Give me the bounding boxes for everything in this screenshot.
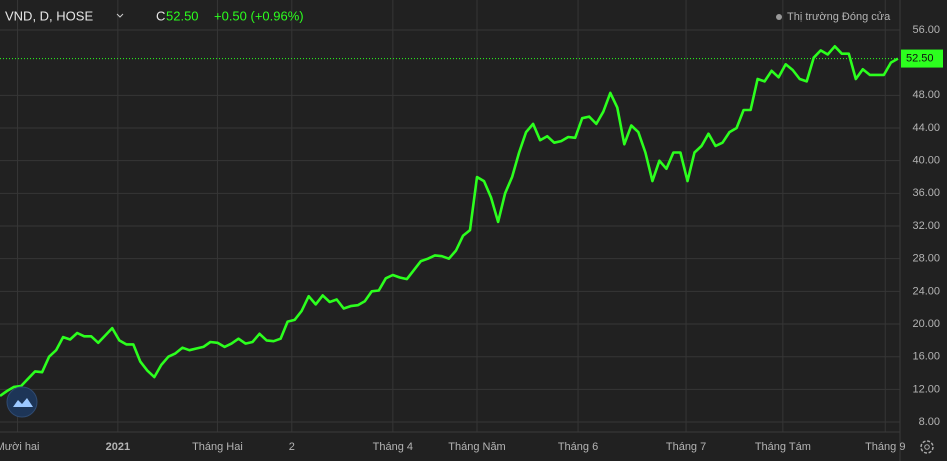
close-value: 52.50 — [166, 8, 199, 23]
x-tick-label: Tháng Tám — [755, 441, 811, 453]
y-tick-label: 56.00 — [912, 24, 940, 36]
x-tick-label: Tháng 7 — [666, 441, 706, 453]
status-dot — [776, 14, 782, 20]
logo[interactable] — [6, 386, 38, 418]
symbol[interactable]: VND, D, HOSE — [5, 8, 93, 23]
last-price-box — [901, 49, 943, 68]
plot — [0, 45, 899, 397]
x-tick-label: 2 — [289, 441, 295, 453]
x-tick-label: 2021 — [106, 441, 130, 453]
y-tick-label: 32.00 — [912, 220, 940, 232]
close-prefix: C — [156, 8, 165, 23]
x-tick-label: Mười hai — [0, 441, 39, 453]
y-tick-label: 12.00 — [912, 383, 940, 395]
change: +0.50 (+0.96%) — [214, 8, 304, 23]
y-tick-label: 24.00 — [912, 285, 940, 297]
x-tick-label: Tháng 9 — [865, 441, 905, 453]
market-status: Thị trường Đóng cửa — [787, 11, 891, 23]
gear-hub[interactable] — [924, 444, 930, 450]
settings-icon[interactable] — [920, 440, 934, 454]
y-tick-label: 20.00 — [912, 318, 940, 330]
symbol-dropdown[interactable] — [116, 13, 124, 18]
logo-icon[interactable] — [13, 398, 33, 407]
x-tick-label: Tháng Năm — [448, 441, 505, 453]
y-tick-label: 44.00 — [912, 122, 940, 134]
x-tick-label: Tháng Hai — [192, 441, 243, 453]
x-tick-label: Tháng 4 — [373, 441, 413, 453]
logo-circle[interactable] — [6, 386, 38, 418]
price-line — [0, 45, 899, 397]
y-tick-label: 36.00 — [912, 187, 940, 199]
y-tick-label: 48.00 — [912, 89, 940, 101]
y-tick-label: 28.00 — [912, 253, 940, 265]
y-tick-label: 40.00 — [912, 155, 940, 167]
y-tick-label: 8.00 — [919, 416, 940, 428]
x-tick-label: Tháng 6 — [558, 441, 598, 453]
last-price-label: 52.50 — [906, 52, 934, 64]
gear[interactable] — [920, 440, 934, 454]
y-tick-label: 16.00 — [912, 351, 940, 363]
